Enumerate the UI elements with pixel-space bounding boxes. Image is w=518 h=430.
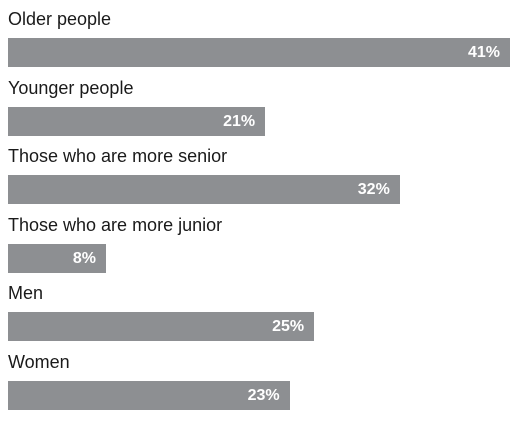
bar-value-label: 32% [357, 181, 390, 199]
bar-value-label: 23% [247, 387, 280, 404]
bar: 41% [8, 38, 510, 67]
category-label: Women [8, 352, 70, 372]
bar: 25% [8, 312, 315, 342]
category-label: Those who are more senior [8, 146, 228, 167]
bar: 8% [8, 243, 106, 273]
category-label: Older people [8, 9, 112, 29]
bar: 32% [8, 175, 400, 205]
bar-value-label: 21% [223, 112, 256, 130]
bar-value-label: 8% [72, 249, 96, 267]
bar: 21% [8, 106, 266, 136]
bar-value-label: 41% [467, 44, 500, 61]
category-label: Those who are more junior [8, 214, 223, 235]
bar-value-label: 25% [272, 318, 305, 336]
bar: 23% [8, 381, 290, 410]
category-label: Younger people [8, 77, 134, 98]
category-label: Men [8, 283, 44, 304]
